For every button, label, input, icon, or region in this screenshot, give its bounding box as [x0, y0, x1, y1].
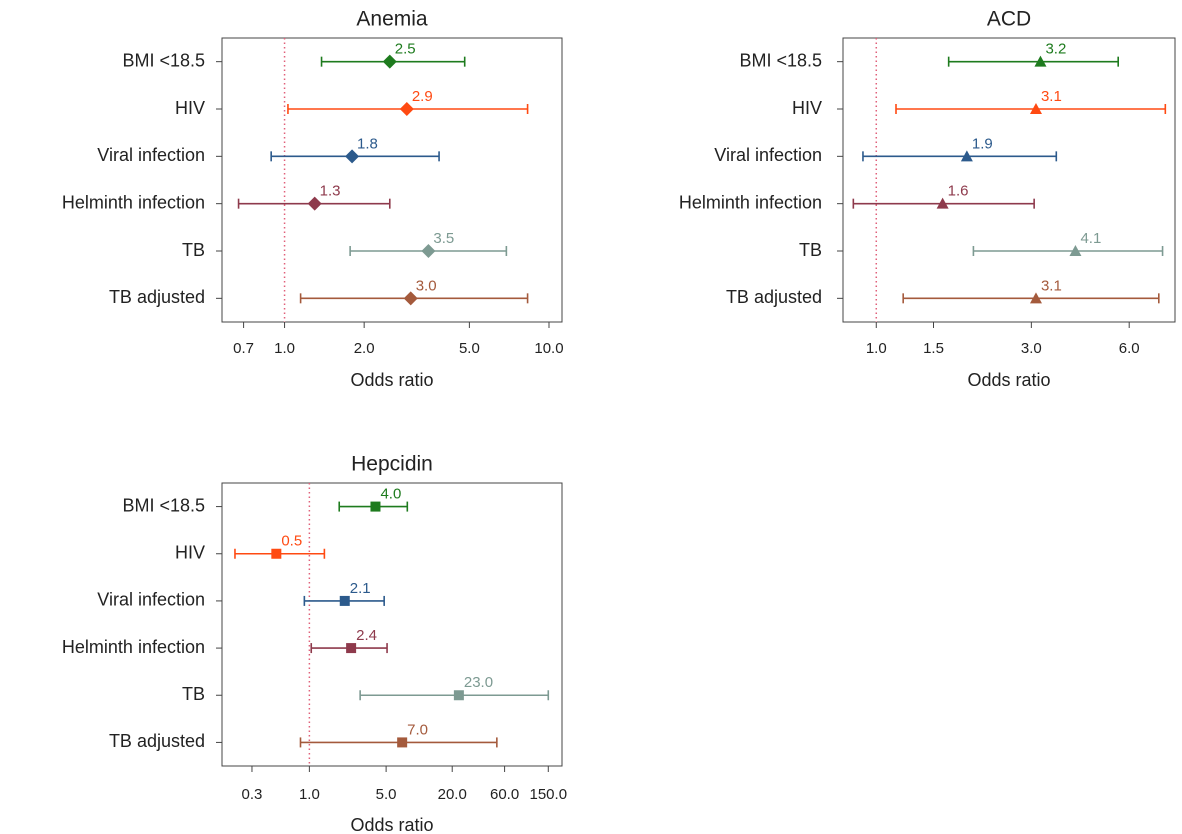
value-label: 4.0: [380, 486, 401, 503]
value-label: 3.0: [416, 277, 437, 294]
value-label: 3.1: [1041, 88, 1062, 105]
x-tick-label: 1.0: [274, 340, 295, 357]
x-tick-label: 1.5: [923, 340, 944, 357]
category-label: TB adjusted: [726, 287, 822, 307]
category-label: BMI <18.5: [739, 50, 822, 70]
x-tick-label: 5.0: [376, 786, 397, 803]
x-tick-label: 10.0: [534, 340, 563, 357]
x-tick-label: 3.0: [1021, 340, 1042, 357]
x-tick-label: 20.0: [438, 786, 467, 803]
value-label: 0.5: [281, 533, 302, 550]
point-marker: [1034, 55, 1047, 67]
value-label: 4.1: [1080, 230, 1101, 247]
point-marker: [1069, 245, 1082, 256]
category-label: Viral infection: [97, 590, 205, 610]
category-label: HIV: [792, 98, 822, 118]
point-marker: [403, 291, 418, 306]
panel-title: ACD: [987, 8, 1031, 31]
point-marker: [1029, 103, 1042, 114]
point-marker: [382, 54, 397, 69]
value-label: 2.1: [350, 580, 371, 597]
value-label: 3.5: [433, 230, 454, 247]
category-label: TB: [182, 684, 205, 704]
x-tick-label: 150.0: [530, 786, 568, 803]
value-label: 1.3: [320, 183, 341, 200]
category-label: Helminth infection: [679, 192, 822, 212]
category-label: Helminth infection: [62, 637, 205, 657]
category-label: TB adjusted: [109, 731, 205, 751]
x-tick-label: 1.0: [866, 340, 887, 357]
category-label: Viral infection: [714, 145, 822, 165]
point-marker: [453, 690, 464, 701]
x-tick-label: 6.0: [1119, 340, 1140, 357]
value-label: 1.8: [357, 135, 378, 152]
category-label: Viral infection: [97, 145, 205, 165]
category-label: HIV: [175, 543, 205, 563]
category-label: BMI <18.5: [122, 50, 205, 70]
value-label: 2.5: [395, 41, 416, 58]
value-label: 2.4: [356, 627, 377, 644]
category-label: TB: [799, 240, 822, 260]
point-marker: [960, 150, 973, 162]
x-tick-label: 60.0: [490, 786, 519, 803]
x-tick-label: 5.0: [459, 340, 480, 357]
plot-frame: [842, 37, 1176, 323]
category-label: Helminth infection: [62, 192, 205, 212]
category-label: TB adjusted: [109, 287, 205, 307]
x-tick-label: 2.0: [354, 340, 375, 357]
value-label: 1.9: [972, 135, 993, 152]
panel-title: Anemia: [356, 8, 428, 31]
value-label: 3.2: [1045, 41, 1066, 58]
value-label: 23.0: [464, 674, 493, 691]
value-label: 3.1: [1041, 277, 1062, 294]
category-label: HIV: [175, 98, 205, 118]
point-marker: [421, 244, 436, 258]
point-marker: [370, 501, 381, 512]
point-marker: [1029, 292, 1042, 304]
value-label: 1.6: [948, 183, 969, 200]
point-marker: [936, 197, 949, 209]
plot-frame: [221, 482, 563, 767]
plot-frame: [221, 37, 563, 323]
category-label: BMI <18.5: [122, 495, 205, 515]
point-marker: [346, 643, 357, 654]
point-marker: [345, 149, 360, 164]
point-marker: [339, 595, 350, 606]
point-marker: [271, 548, 282, 559]
x-tick-label: 1.0: [299, 786, 320, 803]
panel-title: Hepcidin: [351, 453, 433, 476]
point-marker: [307, 196, 322, 211]
category-label: TB: [182, 240, 205, 260]
x-axis-label: Odds ratio: [350, 815, 433, 834]
x-axis-label: Odds ratio: [967, 370, 1050, 390]
value-label: 7.0: [407, 721, 428, 738]
x-axis-label: Odds ratio: [350, 370, 433, 390]
x-tick-label: 0.7: [233, 340, 254, 357]
x-tick-label: 0.3: [242, 786, 263, 803]
point-marker: [399, 102, 414, 116]
value-label: 2.9: [412, 88, 433, 105]
point-marker: [397, 737, 408, 748]
